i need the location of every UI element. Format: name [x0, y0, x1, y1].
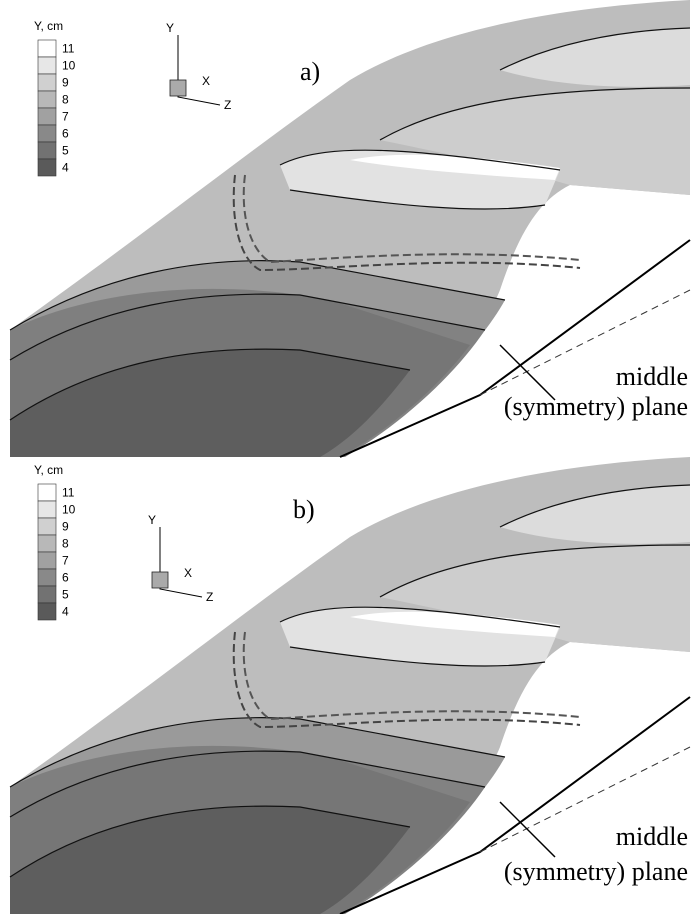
panel-label: a) [300, 57, 320, 86]
legend-swatch [38, 74, 56, 91]
legend-swatch [38, 569, 56, 586]
annotation: (symmetry) plane [504, 392, 688, 421]
legend-level: 11 [62, 42, 75, 56]
panel-label: b) [293, 495, 315, 524]
axis-z-label: Z [206, 590, 213, 604]
legend-level: 9 [62, 520, 69, 534]
legend-level: 6 [62, 571, 69, 585]
legend-level: 8 [62, 93, 69, 107]
legend-level: 5 [62, 144, 69, 158]
axis-cube [170, 80, 186, 96]
legend-level: 7 [62, 110, 69, 124]
legend-level: 11 [62, 486, 75, 500]
axis-z-label: Z [224, 98, 231, 112]
legend-swatch [38, 108, 56, 125]
legend-swatch [38, 57, 56, 74]
legend-swatch [38, 484, 56, 501]
legend-level: 9 [62, 76, 69, 90]
legend-level: 8 [62, 537, 69, 551]
surface-a [10, 0, 690, 457]
legend-swatch [38, 603, 56, 620]
legend-swatch [38, 142, 56, 159]
legend-level: 4 [62, 605, 69, 619]
legend-swatch [38, 501, 56, 518]
surface-b [10, 457, 690, 914]
figure: Y, cm1110987654YXZa)middle(symmetry) pla… [0, 0, 696, 914]
axis-x-label: X [202, 74, 210, 88]
annotation: middle [616, 362, 688, 391]
legend-level: 6 [62, 127, 69, 141]
annotation: (symmetry) plane [504, 857, 688, 886]
legend-level: 10 [62, 503, 76, 517]
axis-y-label: Y [166, 21, 174, 35]
axis-cube [152, 572, 168, 588]
legend-level: 4 [62, 161, 69, 175]
legend-swatch [38, 125, 56, 142]
legend-swatch [38, 91, 56, 108]
legend-swatch [38, 535, 56, 552]
axis-y-label: Y [148, 513, 156, 527]
legend-swatch [38, 159, 56, 176]
legend-level: 5 [62, 588, 69, 602]
axis-x-label: X [184, 566, 192, 580]
legend-swatch [38, 586, 56, 603]
legend-swatch [38, 518, 56, 535]
legend-swatch [38, 552, 56, 569]
legend-level: 10 [62, 59, 76, 73]
legend-title: Y, cm [34, 463, 63, 477]
legend-level: 7 [62, 554, 69, 568]
annotation: middle [616, 822, 688, 851]
legend-title: Y, cm [34, 19, 63, 33]
legend-swatch [38, 40, 56, 57]
